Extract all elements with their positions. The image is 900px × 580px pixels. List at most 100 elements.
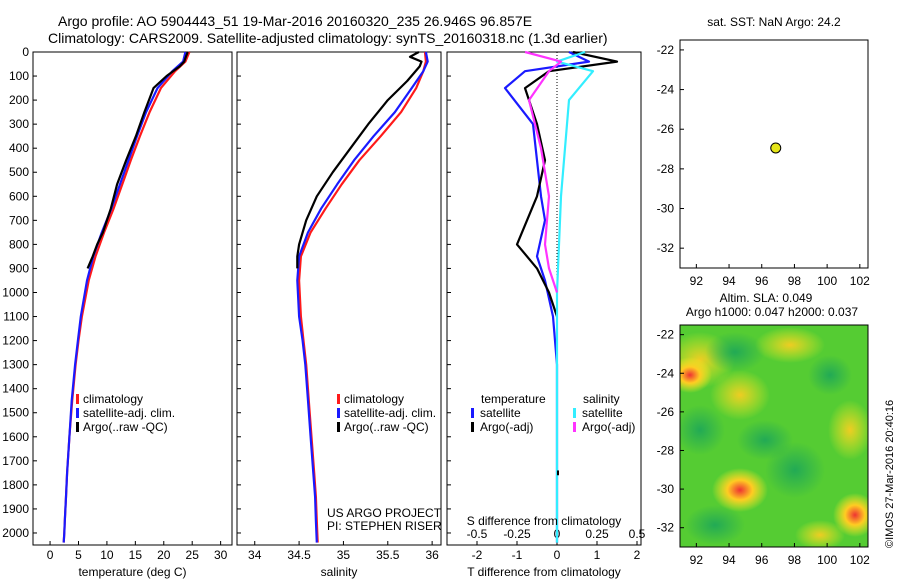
- difference-legend-label: Argo(-adj): [582, 420, 635, 434]
- salinity-series-2-line: [296, 51, 423, 269]
- sst-map-title: sat. SST: NaN Argo: 24.2: [707, 15, 841, 29]
- sst-map-longitude-label: 102: [850, 274, 870, 288]
- depth-tick-label: 500: [9, 165, 29, 179]
- difference-legend-label: Argo(-adj): [480, 420, 533, 434]
- sla-map-longitude-label: 98: [788, 553, 802, 567]
- salinity-diff-tick-label: 0.25: [585, 527, 609, 541]
- depth-tick-label: 1400: [2, 382, 29, 396]
- salinity-legend-swatch: [337, 422, 340, 432]
- depth-tick-label: 700: [9, 213, 29, 227]
- salinity-diff-tick-label: -0.5: [467, 527, 488, 541]
- sst-map-longitude-label: 98: [788, 274, 802, 288]
- difference-xtick-label: -2: [472, 548, 483, 562]
- depth-tick-label: 2000: [2, 526, 29, 540]
- temperature-xtick-label: 15: [129, 548, 143, 562]
- salinity-diff-tick-label: 0.5: [629, 527, 646, 541]
- figure-title-line2: Climatology: CARS2009. Satellite-adjuste…: [48, 30, 608, 46]
- salinity-series-0-line: [298, 51, 427, 543]
- depth-tick-label: 800: [9, 237, 29, 251]
- temperature-xlabel: temperature (deg C): [78, 565, 186, 579]
- sla-map-longitude-label: 92: [690, 553, 704, 567]
- sla-map-latitude-label: -22: [657, 328, 675, 342]
- sst-map-latitude-label: -28: [657, 162, 675, 176]
- legend-salinity-title: salinity: [583, 392, 620, 406]
- temperature-legend-label: satellite-adj. clim.: [83, 406, 175, 420]
- figure-title-line1: Argo profile: AO 5904443_51 19-Mar-2016 …: [58, 13, 533, 29]
- argo-position-marker: [770, 142, 782, 154]
- sla-map-latitude-label: -28: [657, 443, 675, 457]
- s-difference-label: S difference from climatology: [467, 514, 622, 528]
- temperature-legend-label: climatology: [83, 392, 143, 406]
- sla-map-longitude-label: 96: [755, 553, 769, 567]
- sst-map-latitude-label: -22: [657, 43, 675, 57]
- depth-tick-label: 1200: [2, 334, 29, 348]
- salinity-xlabel: salinity: [321, 565, 358, 579]
- depth-tick-label: 1800: [2, 478, 29, 492]
- temperature-series-2-line: [86, 51, 189, 269]
- difference-legend-swatch: [573, 422, 576, 432]
- project-annotation: US ARGO PROJECT: [327, 506, 442, 520]
- difference-legend-swatch: [573, 408, 576, 418]
- depth-tick-label: 600: [9, 189, 29, 203]
- temperature-xtick-label: 10: [100, 548, 114, 562]
- sla-map-longitude-label: 102: [850, 553, 870, 567]
- temperature-panel-frame: [32, 51, 233, 546]
- depth-tick-label: 900: [9, 261, 29, 275]
- difference-legend-swatch: [471, 422, 474, 432]
- sst-map-longitude-label: 94: [722, 274, 736, 288]
- salinity-series-1-line: [296, 51, 429, 543]
- salinity-xtick-label: 34: [248, 548, 262, 562]
- sst-map-latitude-label: -24: [657, 83, 675, 97]
- sst-map-longitude-label: 92: [690, 274, 704, 288]
- temperature-xtick-label: 5: [75, 548, 82, 562]
- sla-map-title-line2: Argo h1000: 0.047 h2000: 0.037: [686, 305, 858, 319]
- sst-map-longitude-label: 100: [817, 274, 837, 288]
- difference-series-0-line: [503, 51, 591, 543]
- depth-tick-label: 1600: [2, 430, 29, 444]
- depth-tick-label: 1100: [3, 310, 29, 324]
- difference-series-3-line: [524, 50, 563, 293]
- depth-tick-label: 0: [22, 45, 29, 59]
- temperature-legend-label: Argo(..raw -QC): [83, 420, 168, 434]
- salinity-xtick-label: 34.5: [287, 548, 311, 562]
- sla-map-longitude-label: 100: [817, 553, 837, 567]
- salinity-legend-swatch: [337, 408, 340, 418]
- depth-tick-label: 1900: [2, 502, 29, 516]
- temperature-xtick-label: 30: [214, 548, 228, 562]
- difference-legend-swatch: [471, 408, 474, 418]
- depth-tick-label: 1000: [2, 285, 29, 299]
- imos-credit-label: ©IMOS 27-Mar-2016 20:40:16: [884, 400, 896, 548]
- depth-tick-label: 400: [9, 141, 29, 155]
- temperature-series-1-line: [62, 51, 187, 543]
- temperature-xtick-label: 20: [157, 548, 171, 562]
- depth-tick-label: 100: [9, 69, 29, 83]
- salinity-xtick-label: 35: [337, 548, 351, 562]
- temperature-xtick-label: 0: [47, 548, 54, 562]
- sst-map-frame: [679, 39, 869, 269]
- difference-xtick-label: 2: [634, 548, 641, 562]
- sla-map-latitude-label: -32: [657, 521, 675, 535]
- depth-tick-label: 1700: [2, 454, 29, 468]
- project-annotation: PI: STEPHEN RISER: [327, 519, 442, 533]
- difference-xtick-label: 0: [554, 548, 561, 562]
- depth-tick-label: 1500: [2, 406, 29, 420]
- salinity-legend-label: satellite-adj. clim.: [344, 406, 436, 420]
- sst-map-latitude-label: -26: [657, 122, 675, 136]
- difference-series-2-line: [555, 50, 595, 543]
- salinity-xtick-label: 36: [425, 548, 439, 562]
- difference-xtick-label: 1: [594, 548, 601, 562]
- sla-map-title-line1: Altim. SLA: 0.049: [720, 291, 813, 305]
- salinity-legend-label: climatology: [344, 392, 404, 406]
- sla-heatmap-image: [680, 325, 868, 547]
- sst-map-longitude-label: 96: [755, 274, 769, 288]
- temperature-legend-swatch: [76, 394, 79, 404]
- salinity-legend-label: Argo(..raw -QC): [344, 420, 429, 434]
- difference-legend-label: satellite: [582, 406, 623, 420]
- salinity-panel-frame: [236, 51, 442, 546]
- sla-map-frame: [679, 324, 869, 548]
- legend-temperature-title: temperature: [481, 392, 546, 406]
- difference-legend-label: satellite: [480, 406, 521, 420]
- sla-map-latitude-label: -24: [657, 366, 675, 380]
- salinity-legend-swatch: [337, 394, 340, 404]
